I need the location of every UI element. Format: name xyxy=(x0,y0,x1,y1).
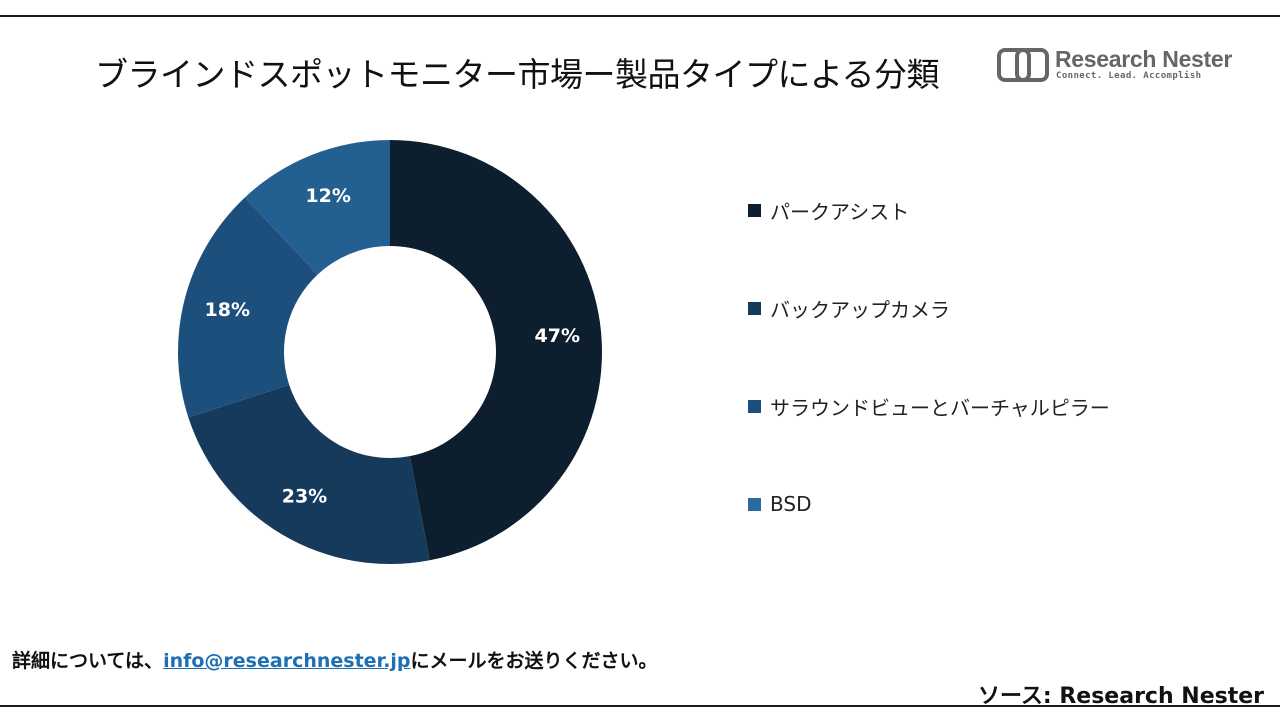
donut-slice-1 xyxy=(390,140,602,561)
legend-item-2: バックアップカメラ xyxy=(748,288,950,328)
legend-label: サラウンドビューとバーチャルピラー xyxy=(770,395,1110,420)
slice-data-label-3: 18% xyxy=(205,299,250,321)
legend-swatch xyxy=(748,301,761,315)
contact-suffix: にメールをお送りください。 xyxy=(410,650,658,672)
logo-name: Research Nester xyxy=(1055,46,1233,72)
bottom-rule xyxy=(0,705,1280,707)
legend-item-1: パークアシスト xyxy=(748,190,909,230)
contact-email-link[interactable]: info@researchnester.jp xyxy=(163,650,411,672)
legend-swatch xyxy=(748,203,761,217)
page-title: ブラインドスポットモニター市場ー製品タイプによる分類 xyxy=(95,55,940,94)
research-nester-logo-icon xyxy=(997,48,1049,82)
legend-swatch xyxy=(748,399,761,413)
slice-data-label-2: 23% xyxy=(282,486,327,508)
donut-slice-3 xyxy=(178,197,318,418)
contact-prefix: 詳細については、 xyxy=(12,650,164,672)
contact-note: 詳細については、info@researchnester.jpにメールをお送りくだ… xyxy=(12,646,658,673)
donut-slice-4 xyxy=(244,140,390,275)
source-credit: ソース: Research Nester xyxy=(977,684,1264,709)
slice-data-label-4: 12% xyxy=(305,185,350,207)
donut-slice-2 xyxy=(188,384,430,564)
legend-label: パークアシスト xyxy=(770,199,910,224)
legend-item-4: BSD xyxy=(748,484,811,524)
brand-logo: Research Nester Connect. Lead. Accomplis… xyxy=(997,46,1232,86)
slice-data-label-1: 47% xyxy=(535,325,580,347)
legend-swatch xyxy=(748,497,761,511)
top-rule xyxy=(0,15,1280,17)
legend-label: BSD xyxy=(770,492,812,516)
legend-label: バックアップカメラ xyxy=(770,297,950,322)
logo-tagline: Connect. Lead. Accomplish xyxy=(1056,71,1202,81)
legend-item-3: サラウンドビューとバーチャルピラー xyxy=(748,386,1110,426)
